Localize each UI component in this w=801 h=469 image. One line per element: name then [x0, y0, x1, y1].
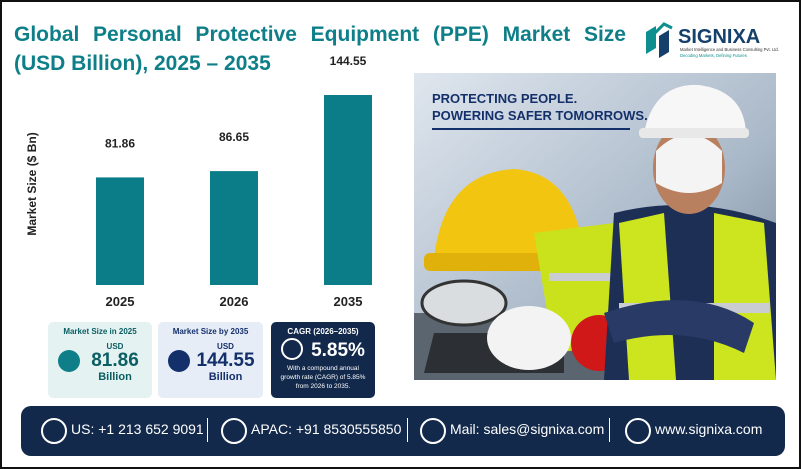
value-label: 144.55 [330, 54, 367, 68]
logo-motto: Decoding Markets, Defining Futures [680, 53, 747, 58]
card: CAGR (2026–2035) 5.85% With a compound a… [271, 322, 375, 398]
contact: Mail: sales@signixa.com [450, 421, 605, 437]
card-note: With a compound annual growth rate (CAGR… [280, 365, 366, 390]
phone-icon [41, 418, 67, 444]
card: Market Size in 2025 USD 81.86 Billion [48, 322, 152, 398]
card-title: Market Size by 2035 [172, 327, 249, 336]
card-value: 144.55 [196, 350, 255, 371]
icon [58, 350, 80, 372]
icon [168, 350, 190, 372]
card-unit: USD [217, 342, 234, 351]
card-unit: USD [106, 342, 124, 351]
contact: US: +1 213 652 9091 [71, 421, 204, 437]
card-title: CAGR (2026–2035) [287, 327, 359, 336]
x-tick-label: 2025 [106, 294, 135, 309]
photo: PROTECTING PEOPLE. POWERING SAFER TOMORR… [414, 73, 776, 380]
card-value: 5.85% [311, 340, 365, 361]
logo-name: SIGNIXA [678, 26, 760, 48]
separator [609, 418, 610, 442]
x-tick-label: 2026 [220, 294, 249, 309]
chart-title: Global Personal Protective Equipment (PP… [14, 23, 626, 75]
separator [407, 418, 408, 442]
banner-line2: POWERING SAFER TOMORROWS. [432, 108, 648, 123]
x-tick-label: 2035 [334, 294, 363, 309]
icon [281, 338, 303, 360]
card-value: 81.86 [91, 350, 139, 371]
separator [207, 418, 208, 442]
bar-chart: Market Size ($ Bn) 81.86 2025 86.65 2026 144… [25, 54, 372, 309]
value-label: 86.65 [219, 130, 249, 144]
phone-icon [221, 418, 247, 444]
contact: APAC: +91 8530555850 [251, 421, 402, 437]
card-suffix: Billion [98, 371, 132, 383]
mail-icon [420, 418, 446, 444]
footer: US: +1 213 652 9091 APAC: +91 8530555850… [21, 406, 785, 456]
banner-line1: PROTECTING PEOPLE. [432, 91, 577, 106]
logo-tagline: Market Intelligence and Business Consult… [680, 47, 779, 52]
y-axis-label: Market Size ($ Bn) [25, 132, 39, 235]
contact: www.signixa.com [655, 421, 763, 437]
web-icon [625, 418, 651, 444]
card-suffix: Billion [208, 371, 243, 383]
card-title: Market Size in 2025 [63, 327, 137, 336]
bar [96, 177, 144, 285]
logo: SIGNIXA Market Intelligence and Business… [646, 22, 779, 58]
bar [210, 171, 258, 285]
bar [324, 95, 372, 285]
card: Market Size by 2035 USD 144.55 Billion [158, 322, 263, 398]
value-label: 81.86 [105, 136, 135, 150]
